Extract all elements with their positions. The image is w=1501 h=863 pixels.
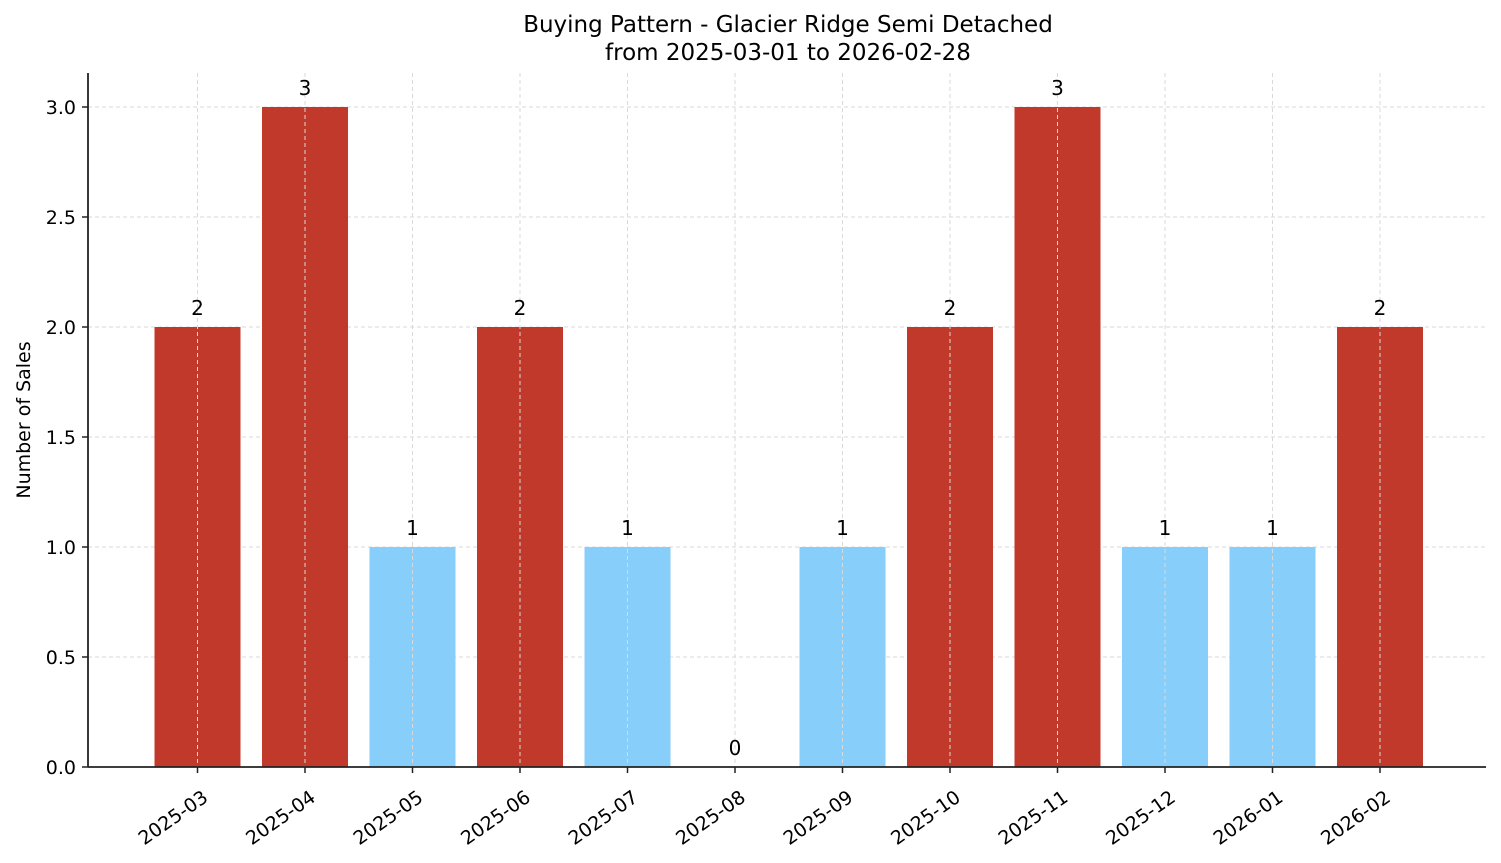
x-tick-label: 2025-03 xyxy=(135,786,213,850)
vertical-grid-lines xyxy=(197,73,1381,767)
y-tick-label: 0.5 xyxy=(46,647,76,669)
bars xyxy=(154,107,1423,767)
x-tick-label: 2026-02 xyxy=(1317,786,1395,850)
bar xyxy=(477,327,563,767)
y-axis-ticks: 0.0 0.5 1.0 1.5 2.0 2.5 3.0 xyxy=(46,97,88,779)
x-tick-label: 2025-12 xyxy=(1102,786,1180,850)
bar-value-label: 3 xyxy=(299,76,312,100)
x-tick-label: 2025-07 xyxy=(565,786,643,850)
bar-value-label: 1 xyxy=(836,516,849,540)
bar-value-label: 3 xyxy=(1051,76,1064,100)
y-tick-label: 0.0 xyxy=(46,757,76,779)
x-tick-label: 2025-09 xyxy=(780,786,858,850)
x-axis-ticks: 2025-03 2025-04 2025-05 2025-06 2025-07 2025-… xyxy=(135,767,1395,850)
bar-value-label: 1 xyxy=(1266,516,1279,540)
x-tick-label: 2025-05 xyxy=(350,786,428,850)
bar-value-label: 2 xyxy=(1374,296,1387,320)
bar-value-labels: 2 3 1 2 1 0 1 2 3 1 1 2 xyxy=(191,76,1386,760)
chart-subtitle: from 2025-03-01 to 2026-02-28 xyxy=(605,40,971,66)
x-tick-label: 2025-11 xyxy=(995,786,1073,850)
x-tick-label: 2026-01 xyxy=(1210,786,1288,850)
bar xyxy=(907,327,993,767)
bar-value-label: 1 xyxy=(406,516,419,540)
bar-value-label: 1 xyxy=(1159,516,1172,540)
y-axis-label: Number of Sales xyxy=(13,341,35,498)
x-tick-label: 2025-08 xyxy=(672,786,750,850)
chart-title: Buying Pattern - Glacier Ridge Semi Deta… xyxy=(523,12,1053,38)
y-tick-label: 3.0 xyxy=(46,97,76,119)
bar xyxy=(154,327,241,767)
bar-value-label: 2 xyxy=(191,296,204,320)
bar-value-label: 2 xyxy=(944,296,957,320)
y-tick-label: 1.0 xyxy=(46,537,76,559)
y-tick-label: 1.5 xyxy=(46,427,76,449)
y-tick-label: 2.5 xyxy=(46,207,76,229)
axes xyxy=(87,73,1486,768)
x-tick-label: 2025-06 xyxy=(457,786,535,850)
x-tick-label: 2025-04 xyxy=(242,786,320,850)
bar-value-label: 0 xyxy=(729,736,742,760)
bar-value-label: 2 xyxy=(514,296,527,320)
bar xyxy=(1337,327,1423,767)
x-tick-label: 2025-10 xyxy=(887,786,965,850)
bar-value-label: 1 xyxy=(621,516,634,540)
y-tick-label: 2.0 xyxy=(46,317,76,339)
